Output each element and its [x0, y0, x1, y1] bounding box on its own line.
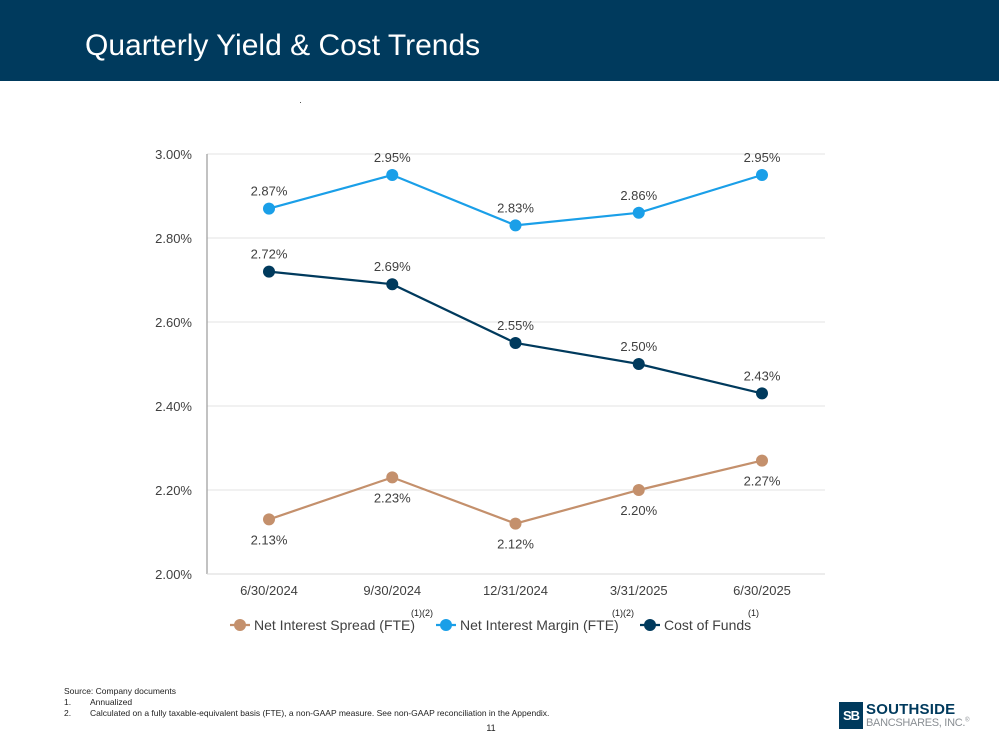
- data-point: [756, 454, 768, 467]
- series-line-0: [268, 459, 763, 525]
- data-point: [632, 206, 645, 219]
- footnote-1-text: Annualized: [90, 697, 133, 707]
- logo-trademark: ®: [965, 717, 970, 724]
- legend-label: Cost of Funds: [664, 617, 751, 633]
- legend: Net Interest Spread (FTE)(1)(2)Net Inter…: [230, 608, 759, 633]
- page-title: Quarterly Yield & Cost Trends: [85, 29, 481, 62]
- y-tick-label: 2.80%: [155, 231, 192, 246]
- x-tick-label: 9/30/2024: [363, 583, 421, 598]
- data-point: [263, 265, 275, 278]
- data-point: [509, 219, 522, 232]
- data-point: [756, 169, 768, 181]
- data-label: 2.95%: [374, 150, 411, 165]
- logo-mark: SB: [839, 702, 863, 729]
- footnote-2-number: 2.: [64, 708, 72, 718]
- legend-marker: [234, 619, 246, 631]
- data-point: [263, 513, 275, 526]
- legend-superscript: (1): [748, 608, 759, 618]
- data-label: 2.13%: [251, 532, 288, 547]
- data-label: 2.95%: [744, 150, 781, 165]
- data-label: 2.20%: [620, 503, 657, 518]
- legend-marker: [644, 619, 656, 631]
- data-label: 2.23%: [374, 490, 411, 505]
- y-tick-label: 2.40%: [155, 399, 192, 414]
- data-label: 2.50%: [620, 339, 657, 354]
- data-point: [632, 484, 645, 496]
- legend-label: Net Interest Spread (FTE): [254, 617, 415, 633]
- data-point: [263, 202, 275, 215]
- legend-superscript: (1)(2): [612, 608, 634, 618]
- y-tick-label: 2.00%: [155, 567, 192, 582]
- data-label: 2.83%: [497, 200, 534, 215]
- footnote-source: Source: Company documents: [64, 686, 176, 696]
- legend-marker: [440, 619, 452, 631]
- logo-subname: BANCSHARES, INC.®: [866, 717, 970, 729]
- data-point: [386, 278, 399, 291]
- gridlines: [207, 153, 825, 491]
- data-labels: 2.13% 2.23% 2.12% 2.20% 2.27% 2.87% 2.95% 2.83%…: [251, 150, 781, 552]
- data-label: 2.55%: [497, 318, 534, 333]
- data-point: [632, 358, 645, 370]
- data-label: 2.87%: [251, 184, 288, 199]
- footnote-2-text: Calculated on a fully taxable-equivalent…: [90, 708, 550, 718]
- legend-superscript: (1)(2): [411, 608, 433, 618]
- decorative-dot: [300, 102, 301, 103]
- logo-name: SOUTHSIDE: [866, 701, 956, 718]
- data-point: [386, 471, 399, 484]
- x-tick-label: 6/30/2025: [733, 583, 791, 598]
- page-number: 11: [486, 723, 496, 733]
- data-point: [386, 169, 399, 181]
- southside-logo: SB SOUTHSIDE BANCSHARES, INC.®: [839, 701, 970, 732]
- data-label: 2.27%: [744, 474, 781, 489]
- data-label: 2.43%: [744, 368, 781, 383]
- x-tick-label: 6/30/2024: [240, 583, 298, 598]
- footnote-2: 2. Calculated on a fully taxable-equivale…: [64, 708, 549, 719]
- footnote-1-number: 1.: [64, 697, 72, 707]
- header-bar: Quarterly Yield & Cost Trends: [0, 0, 999, 81]
- data-point: [756, 387, 768, 400]
- x-tick-label: 3/31/2025: [610, 583, 668, 598]
- logo-subname-text: BANCSHARES, INC.: [866, 717, 966, 729]
- data-label: 2.72%: [251, 247, 288, 262]
- footnote-1: 1. Annualized: [64, 697, 549, 708]
- data-point: [509, 517, 522, 530]
- x-tick-label: 12/31/2024: [483, 583, 548, 598]
- series-lines: [263, 169, 768, 530]
- data-point: [509, 337, 522, 349]
- footnotes: Source: Company documents 1. Annualized 2…: [64, 686, 549, 719]
- data-label: 2.12%: [497, 537, 534, 552]
- axes: 2.00% 2.20% 2.40% 2.60% 2.80% 3.00% 6/30/2024 9…: [155, 147, 825, 598]
- y-tick-label: 2.60%: [155, 315, 192, 330]
- y-tick-label: 3.00%: [155, 147, 192, 162]
- data-label: 2.86%: [620, 188, 657, 203]
- legend-label: Net Interest Margin (FTE): [460, 617, 619, 633]
- data-label: 2.69%: [374, 259, 411, 274]
- y-tick-label: 2.20%: [155, 483, 192, 498]
